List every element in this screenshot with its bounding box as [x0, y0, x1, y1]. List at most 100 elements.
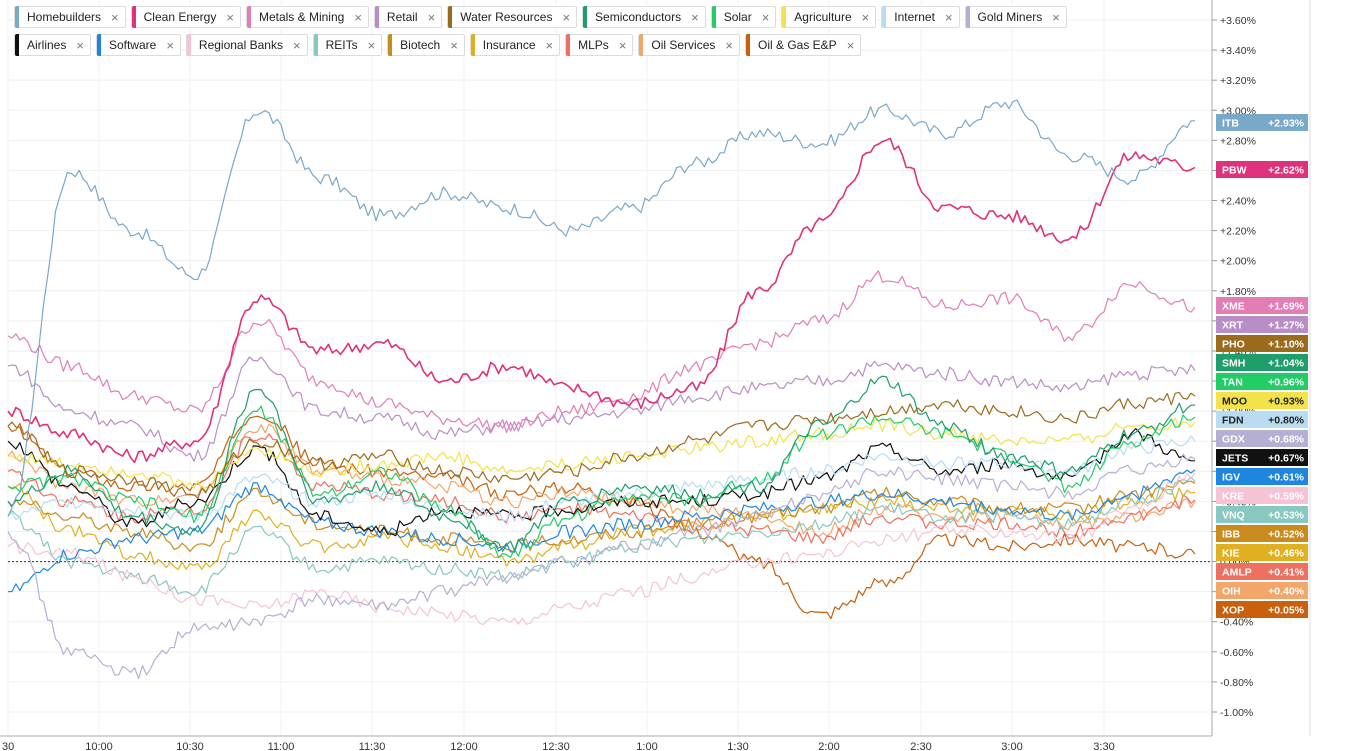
tag-value: +0.59% — [1268, 491, 1305, 503]
legend-chip-label: Retail — [386, 10, 418, 24]
legend-chip[interactable]: Biotech × — [387, 34, 465, 56]
close-icon[interactable]: × — [166, 37, 174, 53]
tag-value: +0.53% — [1268, 510, 1305, 522]
x-tick-label: 2:00 — [818, 741, 839, 751]
legend-chip[interactable]: Water Resources × — [447, 6, 578, 28]
legend-chip-label: Regional Banks — [198, 38, 283, 52]
close-icon[interactable]: × — [562, 9, 571, 25]
tag-value: +1.04% — [1268, 358, 1305, 370]
legend-chip-label: Homebuilders — [27, 10, 102, 24]
legend-color-swatch — [711, 6, 716, 28]
tag-value: +0.46% — [1268, 548, 1305, 560]
legend-chip[interactable]: Insurance × — [469, 34, 561, 56]
legend-chip[interactable]: Software × — [95, 34, 181, 56]
y-tick-label: -1.00% — [1220, 707, 1253, 719]
tag-value: +0.41% — [1268, 567, 1305, 579]
legend-color-swatch — [639, 34, 644, 56]
tag-value: +0.67% — [1268, 453, 1305, 465]
close-icon[interactable]: × — [76, 37, 84, 53]
legend-chip[interactable]: REITs × — [312, 34, 383, 56]
legend-chip-label: Biotech — [400, 38, 441, 52]
x-tick-label: 3:00 — [1001, 741, 1022, 751]
legend-chip[interactable]: Semiconductors × — [582, 6, 706, 28]
last-value-tag — [1216, 563, 1308, 580]
legend-chip-label: Water Resources — [460, 10, 553, 24]
series-line — [7, 476, 1196, 597]
legend-chip[interactable]: Homebuilders × — [14, 6, 126, 28]
close-icon[interactable]: × — [226, 9, 234, 25]
close-icon[interactable]: × — [367, 37, 376, 53]
close-icon[interactable]: × — [427, 9, 436, 25]
series-line — [7, 375, 1196, 552]
legend-chip-label: Semiconductors — [595, 10, 682, 24]
close-icon[interactable]: × — [292, 37, 301, 53]
legend-chip[interactable]: Solar × — [710, 6, 777, 28]
close-icon[interactable]: × — [1052, 9, 1060, 25]
y-tick-label: +2.20% — [1220, 226, 1256, 238]
tag-symbol: JETS — [1222, 453, 1248, 465]
close-icon[interactable]: × — [846, 37, 855, 53]
legend-chip[interactable]: Gold Miners × — [964, 6, 1067, 28]
last-value-tag — [1216, 373, 1308, 390]
series-line — [7, 472, 1196, 626]
last-value-tag — [1216, 114, 1308, 131]
tag-symbol: OIH — [1222, 586, 1241, 598]
close-icon[interactable]: × — [944, 9, 953, 25]
legend-color-swatch — [566, 34, 571, 56]
x-tick-label: 12:00 — [450, 741, 478, 751]
close-icon[interactable]: × — [111, 9, 119, 25]
tag-symbol: VNQ — [1222, 510, 1245, 522]
legend-chip-label: REITs — [325, 38, 358, 52]
legend-chip[interactable]: Internet × — [881, 6, 960, 28]
legend-color-swatch — [965, 6, 970, 28]
tag-symbol: GDX — [1222, 434, 1245, 446]
y-tick-label: -0.80% — [1220, 677, 1253, 689]
tag-symbol: PHO — [1222, 339, 1245, 351]
tag-symbol: ITB — [1222, 118, 1239, 130]
legend-color-swatch — [782, 6, 787, 28]
legend-color-swatch — [470, 34, 475, 56]
tag-value: +2.93% — [1268, 118, 1305, 130]
legend-chip[interactable]: Oil Services × — [638, 34, 740, 56]
y-tick-label: +3.40% — [1220, 45, 1256, 57]
close-icon[interactable]: × — [545, 37, 554, 53]
legend-chip[interactable]: Oil & Gas E&P × — [744, 34, 862, 56]
close-icon[interactable]: × — [761, 9, 770, 25]
legend-chip[interactable]: MLPs × — [565, 34, 634, 56]
legend-color-swatch — [246, 6, 251, 28]
tag-symbol: TAN — [1222, 377, 1243, 389]
legend-chip[interactable]: Metals & Mining × — [245, 6, 369, 28]
legend-chip[interactable]: Airlines × — [14, 34, 91, 56]
tag-value: +0.52% — [1268, 529, 1305, 541]
tag-symbol: IGV — [1222, 472, 1240, 484]
last-value-tag — [1216, 297, 1308, 314]
close-icon[interactable]: × — [618, 37, 627, 53]
series-line — [7, 137, 1196, 464]
close-icon[interactable]: × — [354, 9, 362, 25]
close-icon[interactable]: × — [691, 9, 699, 25]
legend-chip[interactable]: Regional Banks × — [185, 34, 308, 56]
close-icon[interactable]: × — [450, 37, 458, 53]
tag-symbol: XRT — [1222, 320, 1244, 332]
x-tick-label: 30 — [2, 741, 14, 751]
y-tick-label: -0.40% — [1220, 617, 1253, 629]
tag-symbol: IBB — [1222, 529, 1241, 541]
series-line — [7, 405, 1196, 559]
close-icon[interactable]: × — [861, 9, 870, 25]
legend-chip[interactable]: Retail × — [373, 6, 443, 28]
series-line — [7, 99, 1196, 517]
legend-color-swatch — [583, 6, 588, 28]
legend-chip-label: Airlines — [27, 38, 67, 52]
y-tick-label: +2.40% — [1220, 196, 1256, 208]
legend-chip[interactable]: Clean Energy × — [130, 6, 241, 28]
last-value-tag — [1216, 411, 1308, 428]
last-value-tag — [1216, 392, 1308, 409]
last-value-tag — [1216, 335, 1308, 352]
legend-chip[interactable]: Agriculture × — [781, 6, 877, 28]
series-line — [7, 428, 1196, 537]
symbol-legend: Homebuilders × Clean Energy × Metals & Minin… — [14, 6, 1114, 56]
close-icon[interactable]: × — [725, 37, 733, 53]
legend-chip-label: Gold Miners — [977, 10, 1043, 24]
tag-symbol: KRE — [1222, 491, 1244, 503]
legend-chip-label: Insurance — [482, 38, 536, 52]
